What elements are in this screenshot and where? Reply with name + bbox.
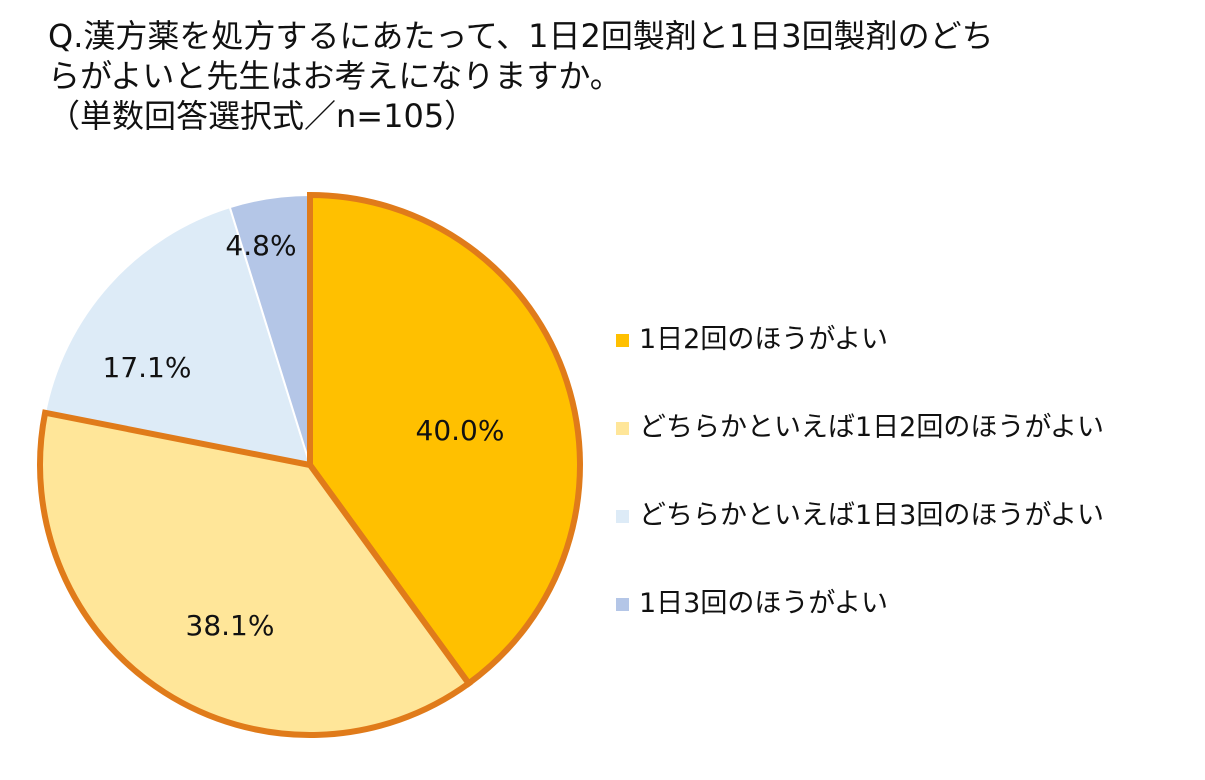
question-line-3: （単数回答選択式／n=105） <box>48 97 477 135</box>
pie-slice <box>43 205 312 467</box>
question-line-1: Q.漢方薬を処方するにあたって、1日2回製剤と1日3回製剤のどち <box>48 17 994 55</box>
pie-chart: 40.0% 38.1% 17.1% 4.8% <box>37 191 583 738</box>
legend-label: どちらかといえば1日3回のほうがよい <box>639 500 1105 531</box>
legend-swatch <box>616 509 629 523</box>
slice-percent-label: 38.1% <box>186 609 275 642</box>
legend-item: 1日2回のほうがよい <box>616 320 1104 360</box>
question-line-2: らがよいと先生はお考えになりますか。 <box>48 57 622 95</box>
legend-swatch <box>616 333 629 347</box>
legend-swatch <box>616 597 629 611</box>
legend: 1日2回のほうがよい どちらかといえば1日2回のほうがよい どちらかといえば1日… <box>616 320 1104 672</box>
slice-percent-label: 17.1% <box>103 351 192 384</box>
question-title: Q.漢方薬を処方するにあたって、1日2回製剤と1日3回製剤のどち らがよいと先生… <box>48 16 1148 136</box>
slice-percent-label: 40.0% <box>416 414 505 447</box>
pie-slice <box>307 191 583 688</box>
slice-percent-label: 4.8% <box>225 229 296 262</box>
legend-item: どちらかといえば1日2回のほうがよい <box>616 408 1104 448</box>
legend-label: 1日2回のほうがよい <box>639 324 889 355</box>
legend-swatch <box>616 421 629 435</box>
pie-slice <box>37 409 473 738</box>
legend-item: 1日3回のほうがよい <box>616 584 1104 624</box>
legend-item: どちらかといえば1日3回のほうがよい <box>616 496 1104 536</box>
legend-label: どちらかといえば1日2回のほうがよい <box>639 412 1105 443</box>
legend-label: 1日3回のほうがよい <box>639 588 889 619</box>
